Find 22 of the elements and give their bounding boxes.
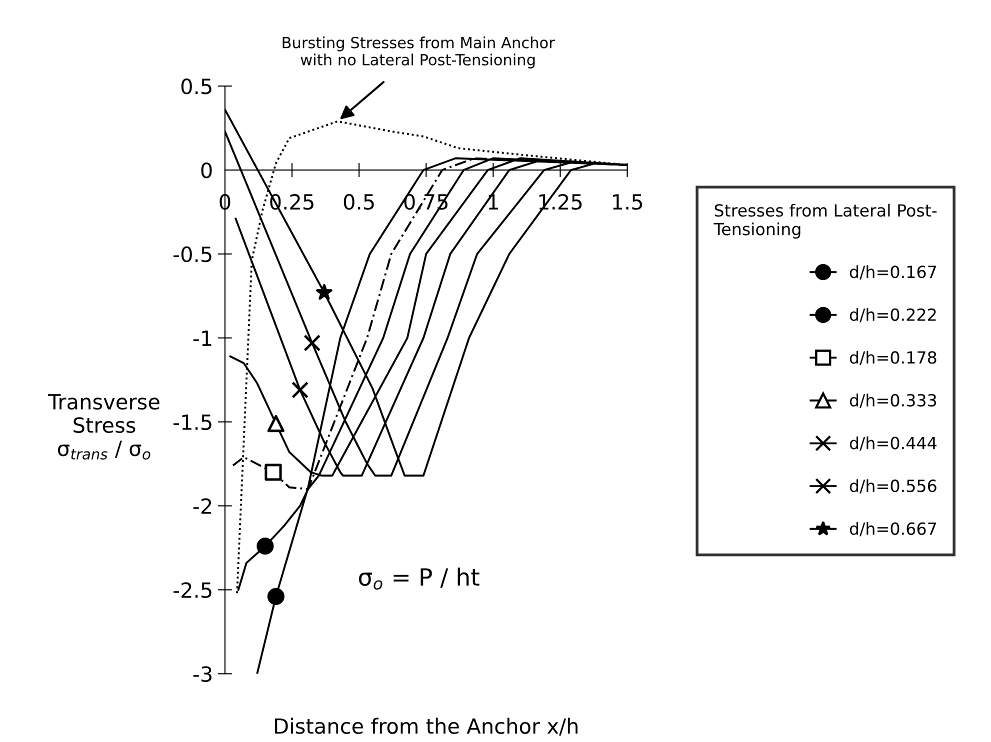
y-tick-label: -2.5 — [174, 582, 212, 598]
y-tick-label: 0 — [201, 162, 212, 178]
y-tick-label: -0.5 — [174, 246, 212, 262]
y-tick-label: -2 — [193, 498, 212, 514]
legend-label: d/h=0.556 — [850, 479, 936, 494]
y-tick-label: -3 — [193, 666, 212, 682]
legend-label: d/h=0.167 — [850, 265, 936, 280]
legend-title: Stresses from Lateral Post- Tensioning — [714, 204, 937, 239]
y-tick-label: -1.5 — [174, 414, 212, 430]
annotation: Bursting Stresses from Main Anchor with no Lateral Post-Tensioning — [282, 36, 555, 68]
annotation: σ$_{o}$ = P / ht — [359, 568, 480, 590]
legend-label: d/h=0.178 — [850, 350, 936, 366]
legend-label: d/h=0.222 — [850, 308, 936, 322]
y-tick-label: 0.5 — [181, 78, 212, 94]
y-axis-title: Transverse Stress σ$_{trans}$ / σ$_{o}$ — [48, 394, 160, 460]
x-tick-label: 1.5 — [613, 194, 642, 210]
legend-label: d/h=0.444 — [850, 436, 936, 451]
x-axis-title: Distance from the Anchor x/h — [275, 718, 578, 736]
y-tick-label: -1 — [193, 330, 212, 346]
x-tick-label: 0.5 — [344, 194, 374, 210]
legend-label: d/h=0.667 — [850, 522, 936, 536]
legend-label: d/h=0.333 — [850, 394, 936, 408]
